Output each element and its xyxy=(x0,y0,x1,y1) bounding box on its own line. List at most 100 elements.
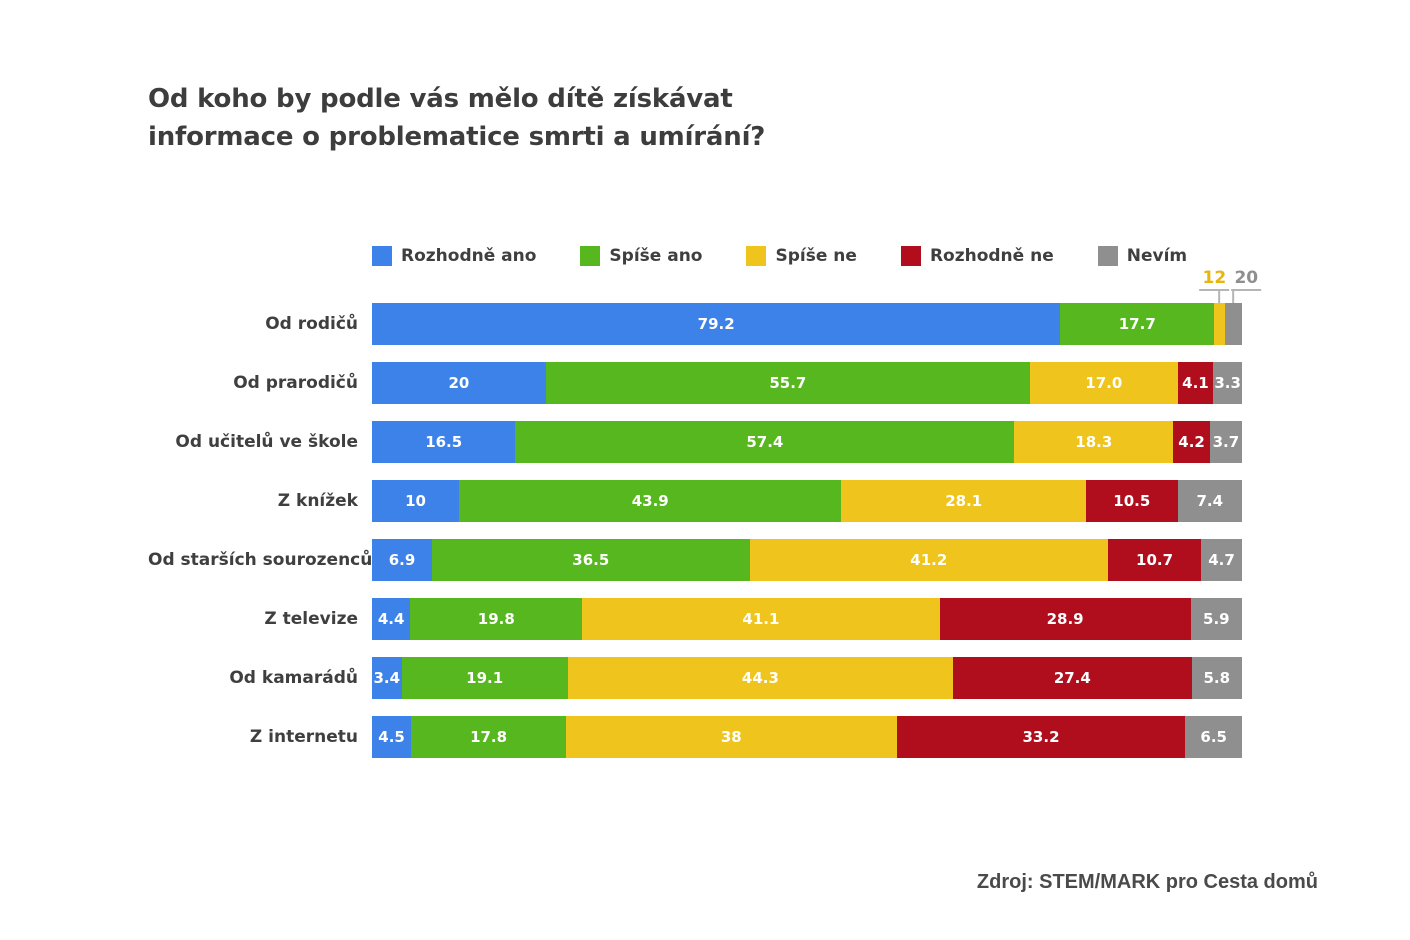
bar-chart: Od rodičů 79.2 17.7 12 20 Od prarodičů 20 55.7 1… xyxy=(148,269,1262,758)
bar-segment: 17.8 xyxy=(411,716,566,758)
bar-value-label: 3.4 xyxy=(373,669,401,687)
bar-value-label: 79.2 xyxy=(697,315,735,333)
bar-value-label: 38 xyxy=(720,728,742,746)
bar-segment: 5.8 xyxy=(1191,657,1242,699)
callout-value-label: 12 xyxy=(1199,269,1230,291)
bar-segment: 57.4 xyxy=(515,421,1015,463)
bar-segment: 17.0 xyxy=(1029,362,1178,404)
legend-item: Spíše ne xyxy=(746,246,857,266)
bar-segment: 20 xyxy=(372,362,546,404)
bar-segment: 5.9 xyxy=(1190,598,1242,640)
bar-segment: 28.1 xyxy=(841,480,1087,522)
bar-value-label: 16.5 xyxy=(425,433,463,451)
bar-segment: 41.2 xyxy=(749,539,1108,581)
callout-tick-line xyxy=(1218,291,1221,303)
bar-track: 4.4 19.8 41.1 28.9 5.9 xyxy=(372,598,1242,640)
bar-value-label: 10 xyxy=(405,492,426,510)
bar-track: 10 43.9 28.1 10.5 7.4 xyxy=(372,480,1242,522)
bar-value-label: 57.4 xyxy=(746,433,784,451)
bar-value-label: 33.2 xyxy=(1022,728,1060,746)
callout-tick-line xyxy=(1232,291,1235,303)
bar-row: Z televize 4.4 19.8 41.1 28.9 5.9 xyxy=(148,598,1242,640)
bar-segment xyxy=(1224,303,1242,345)
bar-segment: 33.2 xyxy=(896,716,1186,758)
legend-swatch-icon xyxy=(900,246,921,266)
bar-value-label: 4.4 xyxy=(377,610,405,628)
bar-segment: 16.5 xyxy=(372,421,516,463)
bar-track: 79.2 17.7 12 20 xyxy=(372,269,1262,345)
row-label: Z knížek xyxy=(277,491,358,511)
bar-track: 4.5 17.8 38 33.2 6.5 xyxy=(372,716,1242,758)
bar-value-label: 36.5 xyxy=(572,551,610,569)
bar-value-label: 4.2 xyxy=(1178,433,1205,451)
bar-segment: 4.1 xyxy=(1177,362,1214,404)
chart-title: Od koho by podle vás mělo dítě získávat … xyxy=(148,80,765,156)
bar-row: Od učitelů ve škole 16.5 57.4 18.3 4.2 3.7 xyxy=(148,421,1242,463)
bar-row: Od kamarádů 3.4 19.1 44.3 27.4 5.8 xyxy=(148,657,1242,699)
bar-segment: 27.4 xyxy=(953,657,1192,699)
bar-track: 3.4 19.1 44.3 27.4 5.8 xyxy=(372,657,1242,699)
bar-value-label: 17.0 xyxy=(1085,374,1123,392)
row-label: Od kamarádů xyxy=(229,668,358,688)
row-label: Od rodičů xyxy=(265,314,358,334)
bar-value-label: 17.8 xyxy=(470,728,508,746)
bar-track: 16.5 57.4 18.3 4.2 3.7 xyxy=(372,421,1242,463)
bar-row: Z internetu 4.5 17.8 38 33.2 6.5 xyxy=(148,716,1242,758)
bar-segment: 10.7 xyxy=(1108,539,1202,581)
bar-value-label: 6.9 xyxy=(388,551,416,569)
bar-value-label: 20 xyxy=(448,374,470,392)
bar-row: Od rodičů 79.2 17.7 12 20 xyxy=(148,269,1262,345)
bar-value-label: 3.7 xyxy=(1212,433,1240,451)
bar-value-label: 5.8 xyxy=(1203,669,1231,687)
bar-segment: 7.4 xyxy=(1177,480,1242,522)
bar-segment: 3.7 xyxy=(1209,421,1242,463)
bar-segment: 3.3 xyxy=(1213,362,1242,404)
bar-segment: 38 xyxy=(566,716,897,758)
chart-title-line-2: informace o problematice smrti a umírání… xyxy=(148,122,766,152)
bar-value-label: 41.1 xyxy=(742,610,780,628)
bar-segment: 79.2 xyxy=(372,303,1061,345)
legend: Rozhodně ano Spíše ano Spíše ne Rozhodně ne… xyxy=(372,246,1187,266)
legend-item: Nevím xyxy=(1097,246,1188,266)
legend-label: Spíše ano xyxy=(609,246,703,266)
bar-track: 6.9 36.5 41.2 10.7 4.7 xyxy=(372,539,1242,581)
chart-title-line-1: Od koho by podle vás mělo dítě získávat xyxy=(148,84,733,114)
row-label: Od učitelů ve škole xyxy=(175,432,358,452)
bar-track: 20 55.7 17.0 4.1 3.3 xyxy=(372,362,1242,404)
bar-value-label: 3.3 xyxy=(1214,374,1241,392)
bar-segment: 4.7 xyxy=(1201,539,1242,581)
legend-label: Rozhodně ne xyxy=(929,246,1054,266)
callout-value-label: 20 xyxy=(1231,269,1262,291)
legend-item: Rozhodně ano xyxy=(372,246,536,266)
legend-item: Spíše ano xyxy=(580,246,702,266)
bar-segment: 10.5 xyxy=(1086,480,1178,522)
bar-value-label: 10.5 xyxy=(1113,492,1151,510)
bar-value-label: 4.5 xyxy=(378,728,405,746)
bar-segment: 44.3 xyxy=(567,657,954,699)
bar-segment: 43.9 xyxy=(459,480,842,522)
bar-segment: 28.9 xyxy=(939,598,1191,640)
callout: 12 xyxy=(1199,269,1235,303)
bar-value-label: 4.1 xyxy=(1182,374,1209,392)
bar-segment: 10 xyxy=(372,480,460,522)
bar-value-label: 6.5 xyxy=(1200,728,1227,746)
bar-value-label: 10.7 xyxy=(1136,551,1174,569)
legend-label: Nevím xyxy=(1126,246,1188,266)
row-label: Z internetu xyxy=(249,727,358,747)
callout: 20 xyxy=(1218,269,1262,303)
bar-segment: 36.5 xyxy=(432,539,750,581)
bar-segment: 55.7 xyxy=(545,362,1030,404)
legend-swatch-icon xyxy=(746,246,767,266)
bar-value-label: 17.7 xyxy=(1118,315,1156,333)
bar-segment xyxy=(1214,303,1225,345)
row-label: Z televize xyxy=(264,609,358,629)
bar-value-label: 43.9 xyxy=(631,492,669,510)
bar-value-label: 28.9 xyxy=(1046,610,1084,628)
bar-segment: 6.9 xyxy=(372,539,433,581)
bar-value-label: 18.3 xyxy=(1075,433,1113,451)
source-credit: Zdroj: STEM/MARK pro Cesta domů xyxy=(976,871,1318,893)
bar-value-label: 41.2 xyxy=(910,551,948,569)
bar-segment: 41.1 xyxy=(582,598,940,640)
bar-value-label: 28.1 xyxy=(945,492,983,510)
legend-label: Rozhodně ano xyxy=(401,246,537,266)
